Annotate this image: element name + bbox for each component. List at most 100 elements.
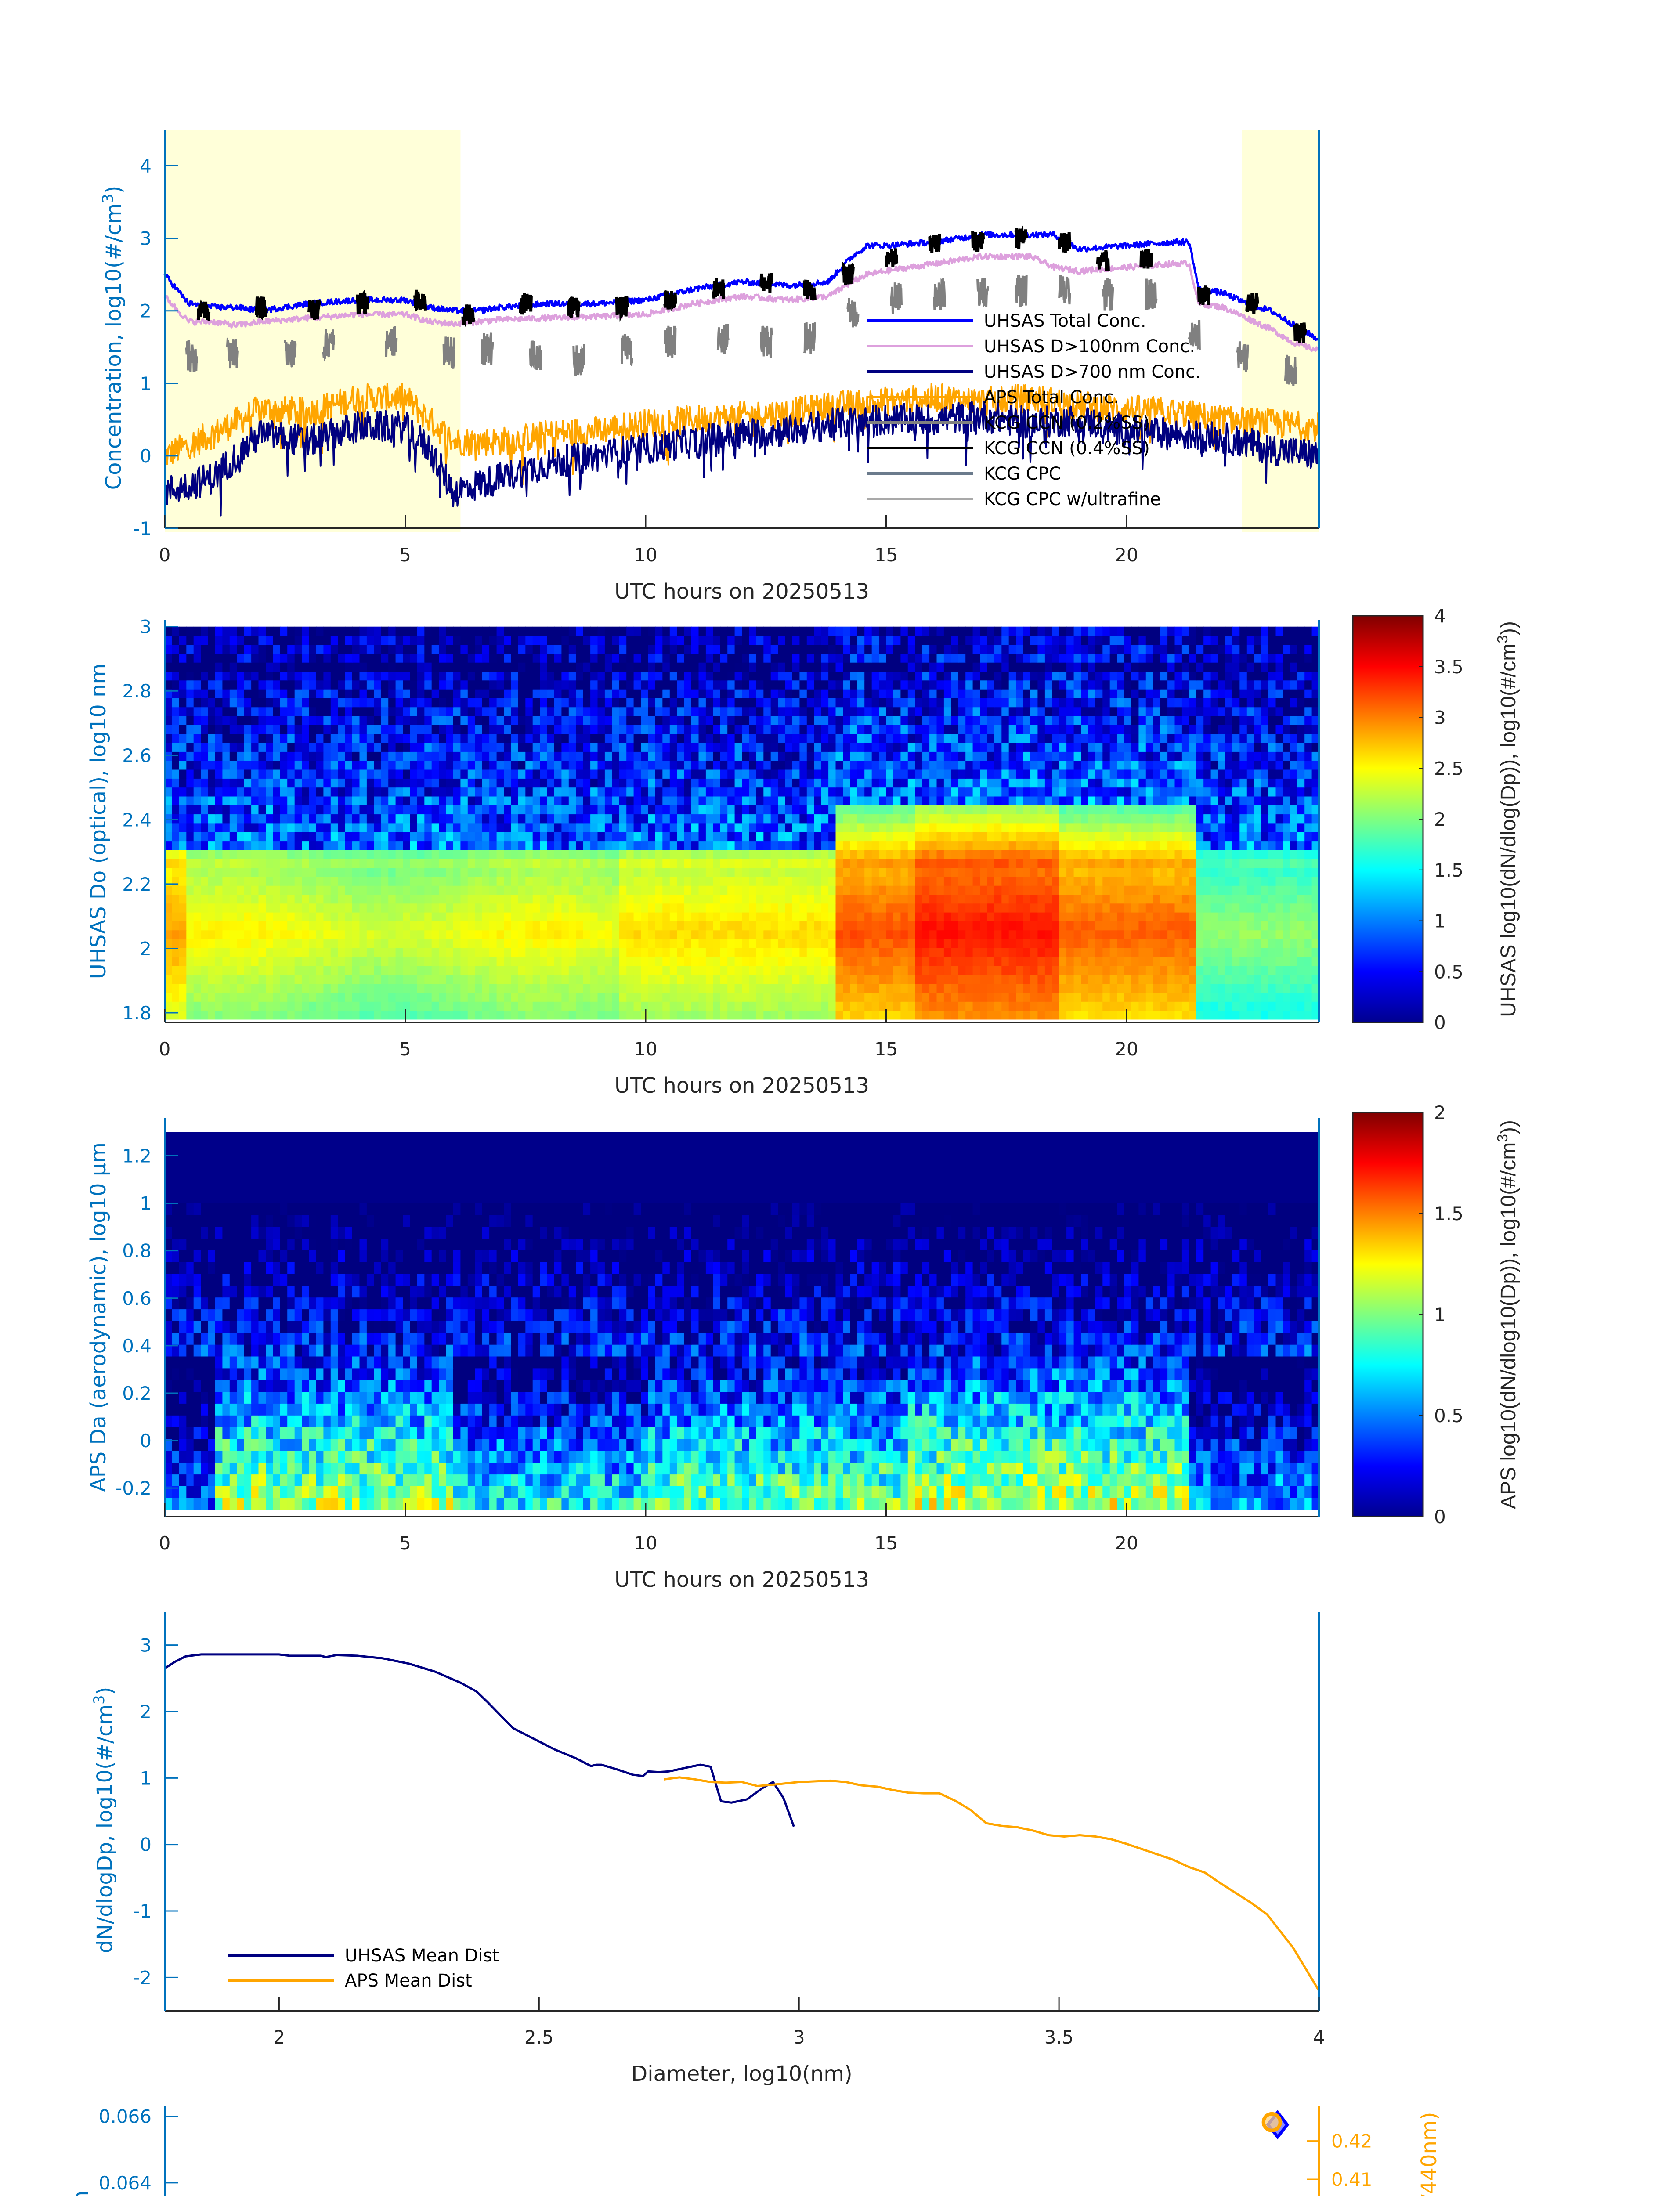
heatmap-cell (972, 885, 980, 895)
heatmap-cell (583, 921, 591, 931)
heatmap-cell (590, 778, 598, 788)
heatmap-cell (345, 858, 353, 868)
heatmap-cell (1095, 1010, 1103, 1020)
heatmap-cell (951, 903, 959, 913)
heatmap-cell (720, 903, 728, 913)
heatmap-cell (467, 814, 475, 824)
heatmap-cell (590, 1010, 598, 1020)
heatmap-cell (756, 796, 764, 805)
heatmap-cell (1124, 939, 1132, 948)
heatmap-cell (547, 805, 555, 815)
heatmap-cell (1167, 751, 1175, 761)
heatmap-cell (1117, 975, 1125, 984)
heatmap-cell (1174, 751, 1182, 761)
heatmap-cell (720, 885, 728, 895)
heatmap-cell (612, 957, 620, 966)
heatmap-cell (597, 939, 605, 948)
heatmap-cell (366, 1001, 375, 1011)
heatmap-cell (504, 858, 512, 868)
heatmap-cell (1153, 965, 1161, 975)
heatmap-cell (655, 832, 663, 842)
heatmap-cell (395, 823, 403, 832)
heatmap-cell (1246, 876, 1254, 886)
heatmap-cell (756, 823, 764, 832)
heatmap-cell (770, 1010, 778, 1020)
heatmap-cell (208, 805, 216, 815)
heatmap-cell (1254, 1010, 1262, 1020)
heatmap-cell (280, 769, 288, 779)
heatmap-cell (446, 841, 454, 850)
ccn-burst (1014, 225, 1028, 249)
heatmap-cell (1138, 796, 1146, 805)
heatmap-cell (821, 930, 829, 939)
heatmap-cell (1304, 912, 1312, 921)
heatmap-cell (1225, 849, 1233, 859)
heatmap-cell (381, 957, 389, 966)
heatmap-cell (958, 948, 966, 957)
heatmap-cell (280, 894, 288, 904)
heatmap-cell (439, 975, 447, 984)
heatmap-cell (648, 965, 656, 975)
heatmap-cell (172, 760, 180, 770)
heatmap-cell (1304, 841, 1312, 850)
heatmap-cell (1037, 849, 1045, 859)
heatmap-cell (799, 992, 807, 1002)
heatmap-cell (893, 769, 901, 779)
heatmap-cell (251, 769, 259, 779)
heatmap-cell (1239, 965, 1247, 975)
heatmap-cell (179, 948, 187, 957)
heatmap-cell (258, 867, 266, 877)
heatmap-cell (201, 903, 209, 913)
heatmap-cell (1275, 1010, 1283, 1020)
heatmap-cell (554, 778, 562, 788)
heatmap-cell (655, 992, 663, 1002)
heatmap-cell (561, 805, 569, 815)
heatmap-cell (1181, 849, 1190, 859)
heatmap-cell (655, 841, 663, 850)
heatmap-cell (1008, 876, 1016, 886)
heatmap-cell (907, 975, 915, 984)
heatmap-cell (604, 957, 613, 966)
heatmap-cell (280, 992, 288, 1002)
heatmap-cell (1311, 867, 1319, 877)
heatmap-cell (547, 858, 555, 868)
heatmap-cell (655, 921, 663, 931)
heatmap-cell (467, 1010, 475, 1020)
heatmap-cell (1167, 1001, 1175, 1011)
heatmap-cell (756, 992, 764, 1002)
heatmap-cell (669, 885, 677, 895)
heatmap-cell (633, 769, 641, 779)
heatmap-cell (1117, 957, 1125, 966)
heatmap-cell (323, 858, 331, 868)
heatmap-cell (431, 921, 439, 931)
heatmap-cell (1304, 769, 1312, 779)
heatmap-cell (698, 930, 706, 939)
heatmap-cell (179, 975, 187, 984)
heatmap-cell (857, 939, 865, 948)
heatmap-cell (388, 849, 396, 859)
heatmap-cell (532, 805, 540, 815)
heatmap-cell (879, 1001, 887, 1011)
heatmap-cell (742, 823, 750, 832)
heatmap-cell (1261, 1001, 1269, 1011)
heatmap-cell (215, 841, 223, 850)
heatmap-cell (958, 858, 966, 868)
heatmap-cell (936, 832, 944, 842)
heatmap-cell (583, 885, 591, 895)
heatmap-cell (1044, 769, 1053, 779)
heatmap-cell (907, 921, 915, 931)
heatmap-cell (1254, 760, 1262, 770)
heatmap-cell (1181, 948, 1190, 957)
heatmap-cell (489, 849, 497, 859)
heatmap-cell (366, 876, 375, 886)
heatmap-cell (691, 957, 699, 966)
heatmap-cell (691, 983, 699, 993)
heatmap-cell (208, 939, 216, 948)
heatmap-cell (943, 1001, 952, 1011)
heatmap-cell (1167, 787, 1175, 797)
heatmap-cell (446, 867, 454, 877)
heatmap-cell (778, 983, 786, 993)
heatmap-cell (496, 948, 504, 957)
heatmap-cell (417, 769, 425, 779)
heatmap-cell (1131, 858, 1139, 868)
